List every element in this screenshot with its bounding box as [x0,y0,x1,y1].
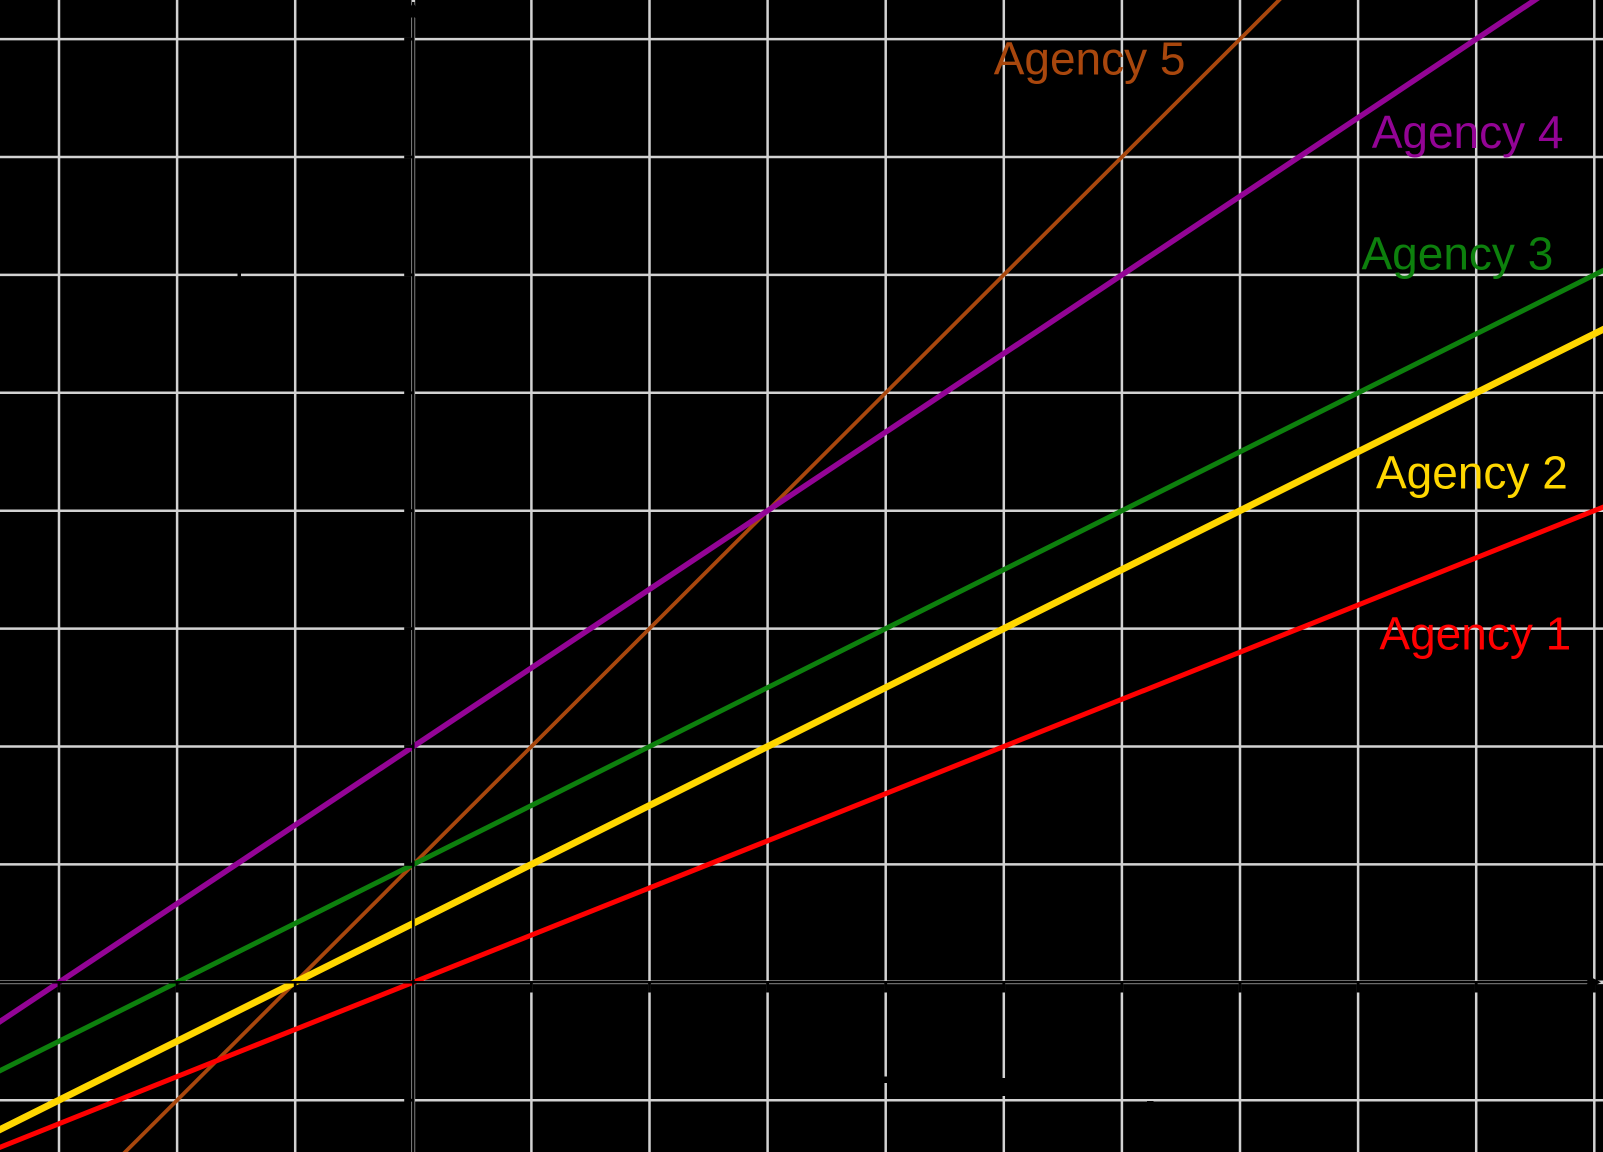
svg-text:Agency 4: Agency 4 [1372,106,1564,158]
svg-text:Agency 3: Agency 3 [1362,228,1554,280]
svg-text:Agency 2: Agency 2 [1376,447,1568,499]
svg-text:Agency 5: Agency 5 [994,33,1186,85]
svg-text:Agency 1: Agency 1 [1379,608,1571,660]
